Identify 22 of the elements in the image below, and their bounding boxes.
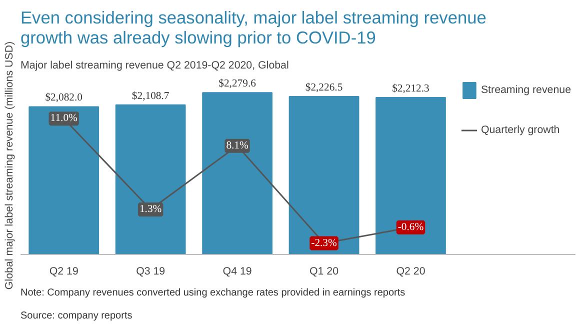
x-tick-label: Q2 19 <box>49 266 78 278</box>
x-tick-label: Q3 19 <box>136 266 166 278</box>
bar <box>376 96 446 254</box>
data-label: $2,279.6 <box>218 78 257 90</box>
bar <box>115 104 186 254</box>
legend-label: Streaming revenue <box>480 84 571 96</box>
legend-label: Quarterly growth <box>480 124 560 136</box>
x-tick-label: Q1 20 <box>310 266 339 278</box>
bar <box>288 96 360 254</box>
data-label: $2,082.0 <box>45 92 83 104</box>
x-tick-label: Q4 19 <box>222 266 252 278</box>
data-label: $2,108.7 <box>132 90 170 102</box>
data-label: $2,212.3 <box>392 83 430 94</box>
y-axis-title: Global major label streaming revenue (millions USD) <box>4 41 16 290</box>
data-label: $2,226.5 <box>305 82 343 94</box>
source-note: Source: company reports <box>20 310 132 322</box>
chart-title: Even considering seasonality, major label streaming revenue growth was already slowing prior to COVID-19 <box>20 8 486 48</box>
bar <box>28 106 100 254</box>
x-tick-label: Q2 20 <box>396 266 426 278</box>
chart-subtitle: Major label streaming revenue Q2 2019-Q2 2020, Global <box>20 60 289 72</box>
bar <box>202 92 272 254</box>
text: Note: Company revenues converted using exchange rates provided in earnings reports <box>20 288 406 298</box>
